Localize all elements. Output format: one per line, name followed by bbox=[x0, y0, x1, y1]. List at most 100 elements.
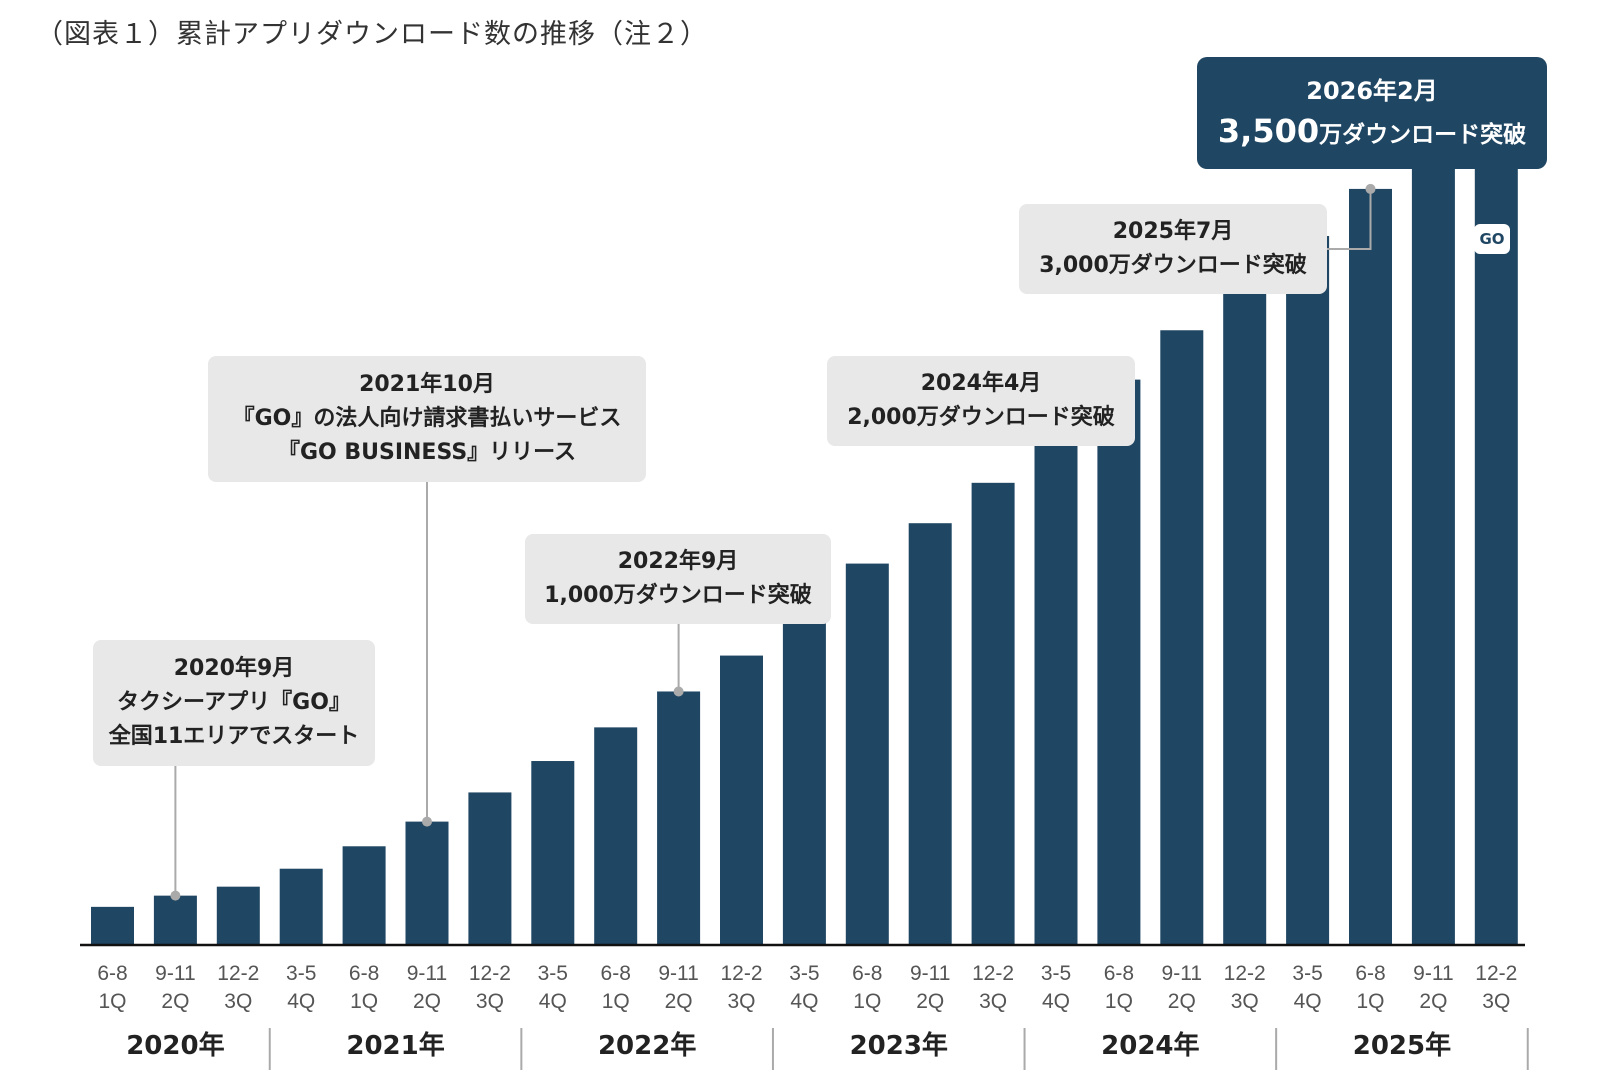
x-tick-months: 9-11 bbox=[1413, 962, 1453, 985]
x-tick-quarter: 3Q bbox=[476, 990, 504, 1013]
callout-line: 2,000万ダウンロード突破 bbox=[847, 405, 1115, 430]
x-tick-months: 3-5 bbox=[538, 962, 568, 985]
x-tick-months: 3-5 bbox=[1292, 962, 1322, 985]
year-label: 2021年 bbox=[346, 1030, 444, 1061]
callout-big-row: 3,500万ダウンロード突破 bbox=[1218, 111, 1526, 156]
bar bbox=[1411, 137, 1455, 946]
x-tick-months: 9-11 bbox=[658, 962, 698, 985]
x-tick-months: 9-11 bbox=[155, 962, 195, 985]
bar bbox=[342, 846, 386, 945]
bar bbox=[153, 895, 197, 945]
bar bbox=[657, 691, 701, 945]
x-tick-quarter: 3Q bbox=[979, 990, 1007, 1013]
bar bbox=[1097, 379, 1141, 946]
x-tick-months: 3-5 bbox=[286, 962, 316, 985]
x-tick-months: 6-8 bbox=[1104, 962, 1134, 985]
bar bbox=[468, 792, 512, 945]
bar bbox=[845, 563, 889, 945]
x-tick-quarter: 4Q bbox=[1294, 990, 1322, 1013]
bar bbox=[1034, 431, 1078, 945]
callout-box: 2025年7月 3,000万ダウンロード突破 bbox=[1019, 204, 1327, 294]
callout-box: 2020年9月タクシーアプリ『GO』 全国11エリアでスタート bbox=[93, 640, 375, 766]
callout-box: 2021年10月『GO』の法人向け請求書払いサービス 『GO BUSINESS』リ… bbox=[208, 356, 646, 482]
x-tick-months: 12-2 bbox=[972, 962, 1014, 985]
x-tick-quarter: 4Q bbox=[790, 990, 818, 1013]
callout-line: 3,000万ダウンロード突破 bbox=[1039, 253, 1307, 278]
callout-leader-line bbox=[1327, 188, 1372, 250]
x-tick-quarter: 1Q bbox=[1356, 990, 1384, 1013]
callout-big-value: 3,500 bbox=[1217, 111, 1320, 150]
x-tick-months: 12-2 bbox=[1224, 962, 1266, 985]
bar bbox=[1474, 85, 1518, 945]
bar bbox=[1223, 283, 1267, 946]
x-tick-months: 6-8 bbox=[601, 962, 631, 985]
callout-line: 2022年9月 bbox=[617, 549, 739, 574]
x-tick-quarter: 3Q bbox=[224, 990, 252, 1013]
x-tick-quarter: 2Q bbox=[916, 990, 944, 1013]
callout-line: タクシーアプリ『GO』 bbox=[117, 690, 351, 715]
x-tick-months: 6-8 bbox=[97, 962, 127, 985]
year-label: 2024年 bbox=[1101, 1030, 1199, 1061]
x-tick-quarter: 1Q bbox=[1105, 990, 1133, 1013]
callout-box: 2024年4月 2,000万ダウンロード突破 bbox=[827, 356, 1135, 446]
x-tick-months: 12-2 bbox=[217, 962, 259, 985]
callout-marker-dot bbox=[1365, 183, 1376, 194]
x-tick-months: 9-11 bbox=[910, 962, 950, 985]
callout-line: 2026年2月 bbox=[1306, 76, 1438, 105]
x-tick-months: 9-11 bbox=[1162, 962, 1202, 985]
x-tick-quarter: 1Q bbox=[853, 990, 881, 1013]
go-logo-icon: GO bbox=[1474, 224, 1510, 254]
x-tick-quarter: 1Q bbox=[98, 990, 126, 1013]
x-tick-quarter: 4Q bbox=[1042, 990, 1070, 1013]
x-tick-quarter: 1Q bbox=[602, 990, 630, 1013]
bar bbox=[216, 886, 260, 945]
x-tick-months: 3-5 bbox=[789, 962, 819, 985]
x-tick-quarter: 2Q bbox=[665, 990, 693, 1013]
callout-line: 2025年7月 bbox=[1112, 219, 1234, 244]
bar bbox=[405, 821, 449, 945]
callout-line: 全国11エリアでスタート bbox=[108, 724, 360, 749]
callout-marker-dot bbox=[422, 816, 432, 827]
bar bbox=[720, 655, 763, 945]
x-tick-quarter: 2Q bbox=[1419, 990, 1447, 1013]
x-tick-quarter: 1Q bbox=[350, 990, 378, 1013]
x-tick-quarter: 3Q bbox=[727, 990, 755, 1013]
x-tick-months: 9-11 bbox=[407, 962, 447, 985]
x-tick-months: 3-5 bbox=[1041, 962, 1071, 985]
x-tick-quarter: 2Q bbox=[161, 990, 189, 1013]
callout-marker-dot bbox=[170, 890, 181, 901]
callout-box: 2026年2月 3,500万ダウンロード突破 bbox=[1197, 57, 1547, 169]
callout-big-suffix: 万ダウンロード突破 bbox=[1319, 121, 1527, 148]
year-group-labels: 2020年 2021年 2022年 2023年 2024年 2025年 bbox=[126, 1028, 1529, 1070]
bar bbox=[1286, 236, 1330, 945]
chart-title: （図表１）累計アプリダウンロード数の推移（注２） bbox=[36, 19, 708, 50]
bar bbox=[531, 761, 575, 945]
x-tick-months: 12-2 bbox=[720, 962, 762, 985]
callout-line: 2024年4月 bbox=[920, 371, 1042, 396]
x-tick-months: 6-8 bbox=[852, 962, 882, 985]
bar bbox=[594, 727, 638, 945]
x-tick-labels: 6-8 1Q 9-11 2Q 12-2 3Q 3-5 4Q 6-8 1Q 9-11 2Q 12-2 3Q 3… bbox=[97, 962, 1517, 1013]
x-tick-quarter: 2Q bbox=[1168, 990, 1196, 1013]
year-label: 2023年 bbox=[850, 1030, 948, 1061]
callout-box: 2022年9月 1,000万ダウンロード突破 bbox=[525, 534, 831, 624]
bar bbox=[908, 523, 952, 945]
callout-line: 1,000万ダウンロード突破 bbox=[544, 583, 812, 608]
x-tick-quarter: 3Q bbox=[1231, 990, 1259, 1013]
x-tick-months: 12-2 bbox=[469, 962, 511, 985]
callout-line: 『GO BUSINESS』リリース bbox=[277, 440, 577, 465]
x-tick-quarter: 2Q bbox=[413, 990, 441, 1013]
x-tick-months: 6-8 bbox=[349, 962, 379, 985]
callout-line: 2020年9月 bbox=[173, 656, 295, 681]
bar bbox=[279, 868, 323, 945]
year-label: 2020年 bbox=[126, 1030, 224, 1061]
year-label: 2025年 bbox=[1353, 1030, 1451, 1061]
bar bbox=[1349, 188, 1392, 945]
x-tick-months: 12-2 bbox=[1475, 962, 1517, 985]
callout-line: 『GO』の法人向け請求書払いサービス bbox=[232, 406, 622, 431]
x-tick-months: 6-8 bbox=[1355, 962, 1385, 985]
callout-marker-dot bbox=[673, 686, 684, 697]
callout-line: 2021年10月 bbox=[359, 372, 495, 397]
x-tick-quarter: 4Q bbox=[539, 990, 567, 1013]
bar bbox=[91, 906, 134, 945]
